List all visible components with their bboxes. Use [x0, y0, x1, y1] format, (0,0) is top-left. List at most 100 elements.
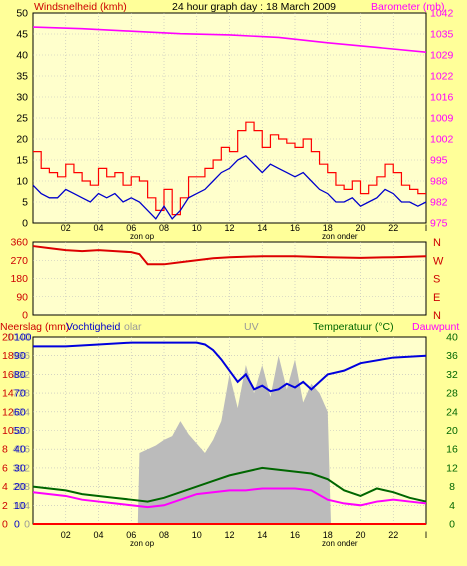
y-tick-label: 8: [2, 444, 8, 456]
x-tick-label: 18: [323, 223, 333, 233]
y-tick-label: 30: [16, 92, 28, 104]
humidity-panel-series: [32, 341, 427, 525]
y-tick-label: 4: [449, 500, 455, 512]
compass-letter: E: [433, 292, 440, 304]
y-tick-label: 20: [2, 332, 14, 344]
compass-letter: W: [433, 255, 444, 267]
temperature-series: [32, 466, 427, 503]
humidity-series: [33, 341, 427, 393]
direction-panel-series: [32, 245, 427, 266]
y-tick-label: 36: [446, 350, 458, 362]
y-tick-label: 982: [430, 197, 448, 209]
y-tick-label: 16: [2, 369, 14, 381]
y-tick-label: 624: [12, 406, 30, 418]
y-tick-label: 28: [446, 388, 458, 400]
y-tick-label: 25: [16, 113, 28, 125]
y-tick-label: 10: [16, 176, 28, 188]
y-tick-label: 60: [14, 406, 26, 418]
x-tick-label: 08: [159, 530, 169, 540]
x-tick-label: 02: [61, 530, 71, 540]
y-tick-label: 16: [446, 444, 458, 456]
y-tick-label: 0: [2, 519, 8, 531]
y-tick-label: 995: [430, 155, 448, 167]
y-tick-label: 45: [16, 29, 28, 41]
sunset-label: zon onder: [322, 232, 358, 241]
x-tick-label: 04: [93, 530, 103, 540]
y-tick-label: 1042: [430, 8, 454, 20]
compass-letter: N: [433, 310, 441, 322]
y-tick-label: 1016: [430, 92, 454, 104]
y-tick-label: 1035: [430, 29, 454, 41]
y-tick-label: 40: [14, 444, 26, 456]
y-tick-label: 104: [12, 500, 30, 512]
y-tick-label: 50: [16, 8, 28, 20]
y-tick-label: 1022: [430, 71, 454, 83]
y-tick-label: 312: [12, 462, 30, 474]
humidity-temperature-panel: 0104208312416520624728832936104002468101…: [0, 321, 459, 548]
dewpoint-axis-label: Dauwpunt: [412, 321, 459, 333]
y-tick-label: 8: [449, 481, 455, 493]
x-tick-label: 12: [224, 223, 234, 233]
y-tick-label: 10: [2, 425, 14, 437]
x-tick-label: 12: [224, 530, 234, 540]
y-tick-label: 6: [2, 462, 8, 474]
chart-title: 24 hour graph day : 18 March 2009: [172, 1, 336, 13]
y-tick-label: 936: [12, 350, 30, 362]
y-tick-label: 40: [446, 332, 458, 344]
x-tick-label: 10: [192, 530, 202, 540]
y-tick-label: 520: [12, 425, 30, 437]
y-tick-label: 360: [10, 237, 28, 249]
sunrise-label-lower: zon op: [130, 539, 155, 548]
solar-series: [33, 355, 426, 524]
x-tick-label: 20: [355, 530, 365, 540]
y-tick-label: 20: [16, 134, 28, 146]
y-tick-label: 4: [2, 481, 8, 493]
x-tick-label: 16: [290, 223, 300, 233]
solar-axis-label: olar: [124, 321, 142, 333]
y-tick-label: 0: [22, 310, 28, 322]
y-tick-label: 50: [14, 425, 26, 437]
compass-letter: S: [433, 274, 440, 286]
y-tick-label: 1040: [7, 332, 31, 344]
y-tick-label: 18: [2, 350, 14, 362]
y-tick-label: 5: [22, 197, 28, 209]
y-tick-label: 80: [14, 369, 26, 381]
y-tick-label: 832: [12, 369, 30, 381]
wind_gust-series: [33, 121, 426, 216]
y-tick-label: 0: [449, 519, 455, 531]
y-tick-label: 70: [14, 388, 26, 400]
y-tick-label: 728: [12, 388, 30, 400]
x-tick-label: I: [425, 530, 428, 540]
wind-panel-series: [32, 26, 427, 220]
rain-axis-label: Neerslag (mm): [0, 321, 69, 333]
y-tick-label: 20: [446, 425, 458, 437]
humidity-axis-label: Vochtigheid: [66, 321, 120, 333]
y-tick-label: 20: [14, 481, 26, 493]
y-tick-label: 0: [22, 218, 28, 230]
y-tick-label: 30: [14, 462, 26, 474]
barometer-axis-label: Barometer (mb): [371, 1, 445, 13]
y-tick-label: 24: [446, 406, 458, 418]
y-tick-label: 90: [16, 291, 28, 303]
x-tick-label: 06: [126, 530, 136, 540]
y-tick-label: 14: [2, 388, 14, 400]
x-tick-label: 04: [93, 223, 103, 233]
barometer-series: [32, 26, 427, 53]
wind-speed-ticks: 0 5 10 15 20 25 30 35 40 45 50: [16, 8, 28, 230]
y-tick-label: 975: [430, 218, 448, 230]
x-tick-label: 22: [388, 530, 398, 540]
y-tick-label: 2: [2, 500, 8, 512]
y-tick-label: 1009: [430, 113, 454, 125]
x-tick-label: 14: [257, 530, 267, 540]
x-tick-label: 22: [388, 223, 398, 233]
x-tick-label: 18: [323, 530, 333, 540]
y-tick-label: 988: [430, 176, 448, 188]
temperature-ticks: 0 4 8 12 16 20 24 28 32 36 40: [446, 332, 458, 531]
barometer-ticks: 975 982 988 995 1002 1009 1016 1022 1029 1035 1042: [430, 8, 454, 230]
y-tick-label: 0: [24, 519, 30, 531]
x-tick-label: 20: [355, 223, 365, 233]
x-tick-label: I: [425, 223, 428, 233]
